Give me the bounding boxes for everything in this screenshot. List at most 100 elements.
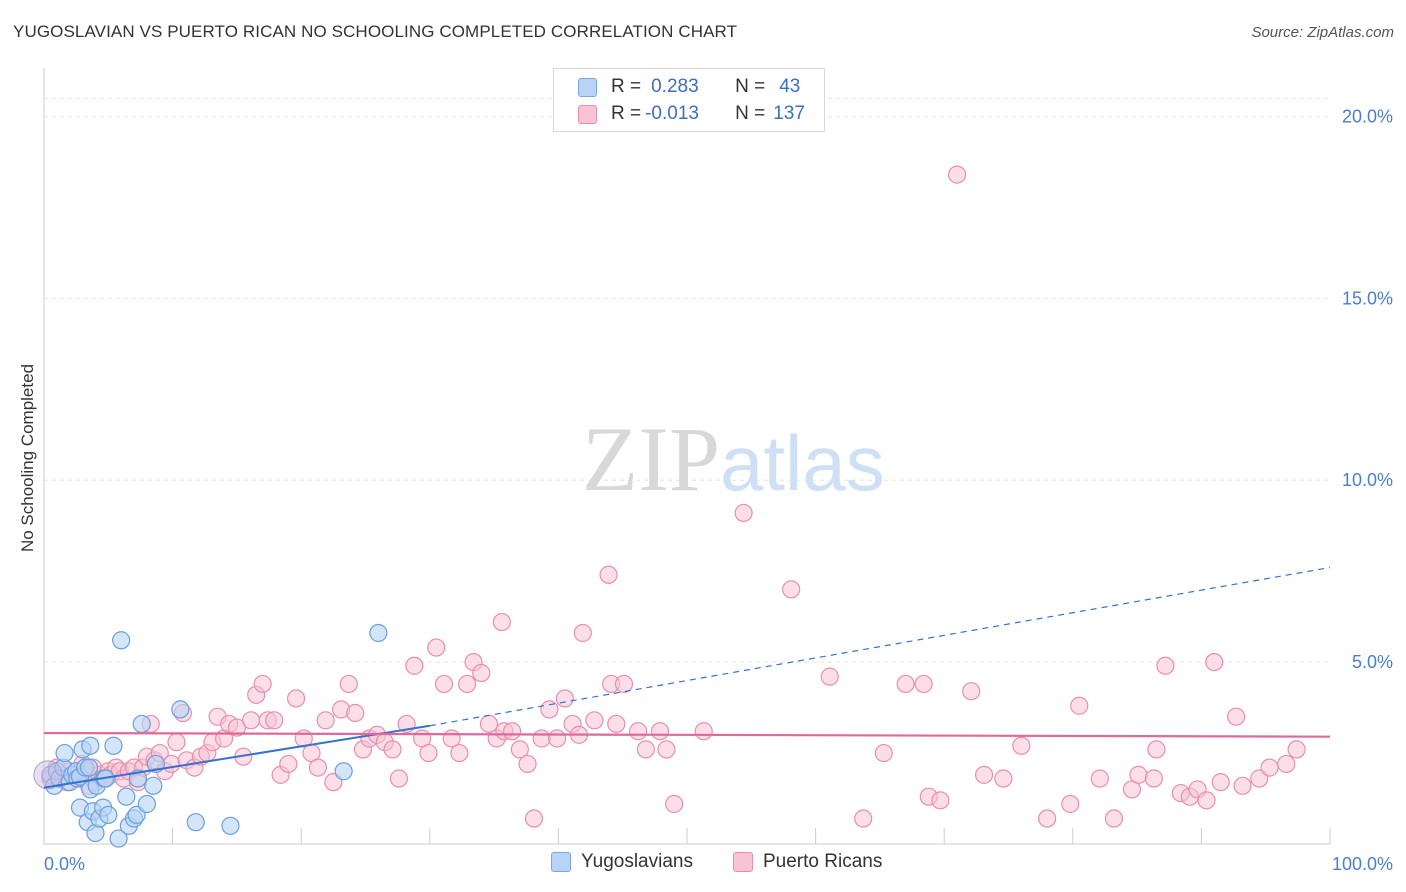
puerto-rican-point [896, 674, 915, 694]
puerto-rican-point [694, 722, 713, 741]
correlation-legend: R = 0.283 N = 43 R = -0.013 N = 137 [553, 68, 825, 132]
yugoslavian-point [55, 743, 74, 763]
puerto-rican-point [994, 769, 1013, 788]
puerto-rican-point [1147, 740, 1166, 759]
y-tick-label: 5.0% [1352, 652, 1393, 672]
trend-lines [43, 566, 1331, 789]
yugoslavian-point [79, 758, 99, 777]
yugoslavian-point [221, 816, 240, 835]
puerto-rican-point [914, 674, 933, 694]
series-legend-yugoslavians: Yugoslavians [551, 851, 693, 873]
puerto-rican-point [389, 769, 409, 788]
puerto-rican-point [510, 740, 529, 759]
puerto-rican-point [457, 674, 477, 694]
chart-title: YUGOSLAVIAN VS PUERTO RICAN NO SCHOOLING… [13, 22, 738, 41]
yugoslavian-point [104, 736, 123, 755]
watermark-zip: ZIP [582, 408, 720, 510]
yugoslavian-trend-extension [429, 566, 1331, 727]
series-swatch-pink [733, 852, 753, 872]
legend-row-puerto-ricans: R = -0.013 N = 137 [578, 102, 805, 126]
yugoslavian-point [128, 769, 147, 788]
puerto-rican-point [518, 754, 537, 774]
puerto-rican-point [241, 711, 261, 730]
y-tick-label: 10.0% [1342, 470, 1393, 490]
y-tick-label: 20.0% [1342, 106, 1393, 126]
puerto-rican-point [253, 674, 272, 694]
puerto-rican-point [492, 612, 511, 632]
puerto-rican-point [167, 733, 186, 752]
puerto-rican-point [665, 794, 684, 814]
puerto-rican-point [931, 791, 950, 810]
puerto-rican-point [316, 711, 335, 730]
puerto-rican-point [607, 714, 626, 734]
puerto-rican-point [1277, 754, 1296, 774]
legend-n-label: N = [735, 103, 766, 124]
axes [43, 68, 1331, 845]
yugoslavian-point [132, 714, 151, 734]
puerto-rican-point [548, 729, 567, 748]
yugoslavian-trend-line [43, 724, 430, 789]
puerto-rican-point [227, 718, 246, 737]
puerto-rican-point [1037, 809, 1057, 828]
puerto-rican-point [540, 700, 559, 719]
puerto-rican-point [524, 809, 544, 828]
yugoslavian-point [117, 787, 136, 806]
puerto-rican-point [614, 674, 634, 694]
puerto-rican-point [1090, 769, 1109, 788]
legend-n-value: 43 [779, 76, 801, 97]
puerto-rican-point [1211, 773, 1230, 792]
puerto-rican-point [434, 674, 454, 694]
yugoslavian-point [144, 776, 163, 795]
legend-row-yugoslavians: R = 0.283 N = 43 [578, 75, 800, 99]
puerto-rican-point [532, 729, 551, 748]
puerto-rican-point [427, 638, 446, 657]
puerto-rican-point [405, 656, 424, 675]
gridlines [44, 97, 1330, 663]
puerto-rican-point [1061, 794, 1080, 814]
puerto-rican-point [573, 623, 592, 643]
puerto-rican-point [339, 674, 358, 694]
puerto-rican-point [1144, 769, 1163, 788]
source-label: Source: ZipAtlas.com [1251, 24, 1394, 41]
yugoslavian-point [112, 631, 131, 650]
puerto-rican-point [947, 165, 967, 184]
legend-r-value: -0.013 [645, 103, 699, 124]
puerto-rican-point [308, 758, 328, 777]
legend-swatch-pink [578, 104, 597, 124]
legend-swatch-blue [578, 77, 597, 97]
y-tick-label: 15.0% [1342, 288, 1393, 308]
puerto-rican-point [1227, 707, 1246, 726]
puerto-rican-point [1156, 656, 1175, 675]
legend-n-value: 137 [773, 103, 805, 124]
puerto-rican-point [1205, 652, 1224, 672]
puerto-rican-point [346, 703, 365, 723]
x-tick-label: 0.0% [44, 854, 85, 874]
puerto-rican-point [650, 722, 670, 741]
yugoslavian-point [171, 700, 190, 719]
puerto-rican-point [585, 711, 604, 730]
puerto-rican-point [383, 740, 402, 759]
puerto-rican-point [962, 682, 981, 701]
puerto-rican-point [657, 740, 676, 759]
x-tick-label: 100.0% [1332, 854, 1393, 874]
puerto-rican-point [1129, 765, 1148, 784]
legend-r-value: 0.283 [651, 76, 699, 97]
puerto-rican-point [555, 689, 574, 708]
puerto-rican-point [1012, 736, 1031, 755]
puerto-rican-point [629, 722, 648, 741]
overlap-cluster-point [33, 760, 63, 790]
legend-r-label: R = [611, 76, 642, 97]
yugoslavian-point [334, 762, 353, 781]
puerto-rican-point [450, 743, 469, 763]
puerto-rican-point [162, 754, 181, 774]
series-name: Yugoslavians [581, 851, 693, 872]
puerto-rican-point [599, 565, 618, 584]
watermark-atlas: atlas [720, 419, 885, 507]
series-name: Puerto Ricans [763, 851, 883, 872]
tick-labels: 5.0% 10.0% 15.0% 20.0% 0.0% 100.0% [44, 106, 1393, 874]
puerto-rican-point [472, 663, 491, 683]
puerto-rican-point [1104, 809, 1124, 828]
series-legend-puerto-ricans: Puerto Ricans [733, 851, 882, 873]
puerto-rican-point [286, 689, 306, 708]
